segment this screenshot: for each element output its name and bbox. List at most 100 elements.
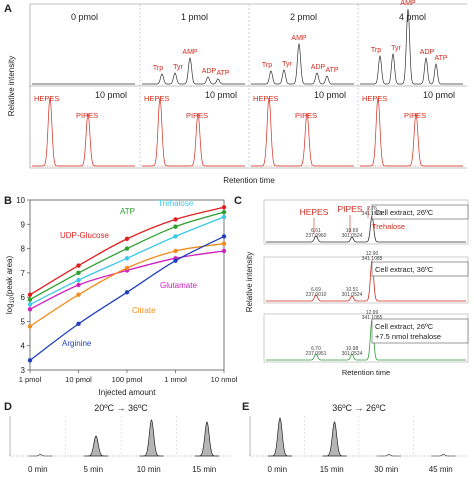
peak-annotation: 341.1085: [362, 315, 383, 321]
panel-c-x-label: Retention time: [342, 368, 390, 377]
y-tick-label: 8: [21, 245, 26, 254]
peak-label-atp: ATP: [216, 70, 229, 77]
data-point-trehalose: [221, 214, 227, 220]
peak-label-adp: ADP: [202, 68, 217, 75]
hepes-label: HEPES: [362, 94, 387, 103]
panel-d-time-label: 15 min: [192, 465, 216, 474]
peak-label-trp: Trp: [371, 47, 381, 54]
y-tick-label: 10: [16, 196, 25, 205]
panel-a-bottom-title: 10 pmol: [423, 90, 455, 100]
y-label-sub: 10: [10, 296, 16, 303]
peak-annotation: 2.76: [367, 206, 377, 212]
chromatogram-trace-bottom: [251, 97, 354, 167]
panel-letter-d: D: [4, 401, 12, 413]
panel-letter-a: A: [4, 3, 12, 15]
data-point-udp-glucose: [76, 263, 81, 268]
data-point-udp-glucose: [221, 205, 227, 210]
panel-c-frame: [263, 199, 469, 245]
y-tick-label: 3: [21, 366, 26, 375]
y-tick-label: 6: [21, 293, 26, 302]
peak-label-amp: AMP: [400, 0, 416, 7]
data-point-arginine: [221, 234, 227, 239]
data-point-atp: [27, 297, 33, 302]
data-point-udp-glucose: [27, 292, 33, 297]
peak-annotation: 6.61: [311, 228, 321, 234]
peak-label-tyr: Tyr: [173, 64, 183, 71]
panel-d-peak: [28, 454, 53, 457]
peak-annotation: 12.90: [366, 251, 379, 257]
data-point-glutamate: [76, 282, 81, 288]
panel-c-y-label: Relative intensity: [245, 252, 254, 312]
panel-c-trace: [266, 318, 466, 361]
condition-label: Cell extract, 26ºC: [375, 208, 434, 217]
peak-label-trp: Trp: [262, 62, 272, 69]
peak-annotation: 10.98: [346, 346, 359, 352]
data-point-glutamate: [27, 307, 33, 312]
panel-a-top-title: 0 pmol: [71, 12, 98, 22]
x-tick-label: 10 pmol: [65, 375, 92, 384]
peak-annotation: 6.70: [311, 346, 321, 352]
data-point-udp-glucose: [173, 217, 178, 222]
peak-annotation: 10.69: [346, 228, 359, 234]
pipes-label: PIPES: [295, 111, 317, 120]
data-point-arginine: [76, 321, 81, 327]
peak-annotation: 301.0524: [342, 233, 363, 239]
data-point-udp-glucose: [124, 236, 130, 242]
condition-label: Cell extract, 26ºC: [375, 322, 434, 331]
peak-label-atp: ATP: [325, 67, 338, 74]
peak-annotation: 237.0010: [306, 292, 327, 298]
panel-e-peak: [431, 454, 456, 457]
condition-box: [371, 204, 469, 220]
data-point-citrate: [124, 265, 130, 271]
peak-annotation: 6.69: [311, 287, 321, 293]
peak-label-amp: AMP: [291, 35, 307, 42]
hepes-label: HEPES: [300, 207, 329, 217]
series-label-glutamate: Glutamate: [160, 281, 197, 290]
data-point-glutamate: [221, 248, 227, 254]
series-label-arginine: Arginine: [62, 339, 92, 348]
data-point-trehalose: [173, 234, 178, 239]
data-point-arginine: [27, 358, 33, 363]
y-tick-label: 5: [21, 317, 26, 326]
peak-annotation: 237.0960: [306, 233, 327, 239]
x-tick-label: 10 nmol: [211, 375, 238, 384]
data-point-atp: [173, 224, 178, 229]
x-tick-label: 100 pmol: [112, 375, 143, 384]
condition-box: [371, 318, 469, 344]
peak-annotation: 301.0524: [342, 292, 363, 298]
series-label-atp: ATP: [120, 207, 135, 216]
series-label-citrate: Citrate: [132, 306, 156, 315]
x-tick-label: 1 pmol: [19, 375, 42, 384]
y-tick-label: 4: [21, 342, 26, 351]
chromatogram-trace-top: [251, 42, 354, 85]
y-label-pre: log: [5, 303, 14, 314]
peak-label-tyr: Tyr: [391, 45, 401, 52]
panel-a-x-label: Retention time: [223, 176, 275, 185]
x-axis-label: Injected amount: [99, 388, 157, 397]
y-tick-label: 9: [21, 220, 26, 229]
chromatogram-trace-top: [360, 8, 463, 85]
panel-e-peak: [267, 417, 292, 457]
data-point-trehalose: [76, 277, 81, 283]
hepes-label: HEPES: [34, 94, 59, 103]
peak-label-trp: Trp: [153, 65, 163, 72]
peak-annotation: 301.0524: [342, 351, 363, 357]
peak-label-adp: ADP: [420, 49, 435, 56]
series-label-udp-glucose: UDP-Glucose: [60, 231, 109, 240]
peak-annotation: 237.0951: [306, 351, 327, 357]
panel-d-time-label: 0 min: [28, 465, 48, 474]
condition-box: [371, 261, 469, 277]
series-label-trehalose: Trehalose: [158, 199, 194, 208]
panel-a-top-title: 1 pmol: [181, 12, 208, 22]
peak-label-adp: ADP: [311, 64, 326, 71]
data-point-atp: [124, 246, 130, 251]
peak-annotation: 341.1085: [362, 256, 383, 262]
panel-a-top-title: 2 pmol: [290, 12, 317, 22]
panel-c-frame: [263, 256, 469, 304]
panel-c-trace: [266, 214, 466, 243]
panel-e-time-label: 30 min: [374, 465, 398, 474]
peak-annotation: 10.51: [346, 287, 359, 293]
y-tick-label: 7: [21, 269, 26, 278]
chromatogram-trace-bottom: [360, 97, 463, 167]
